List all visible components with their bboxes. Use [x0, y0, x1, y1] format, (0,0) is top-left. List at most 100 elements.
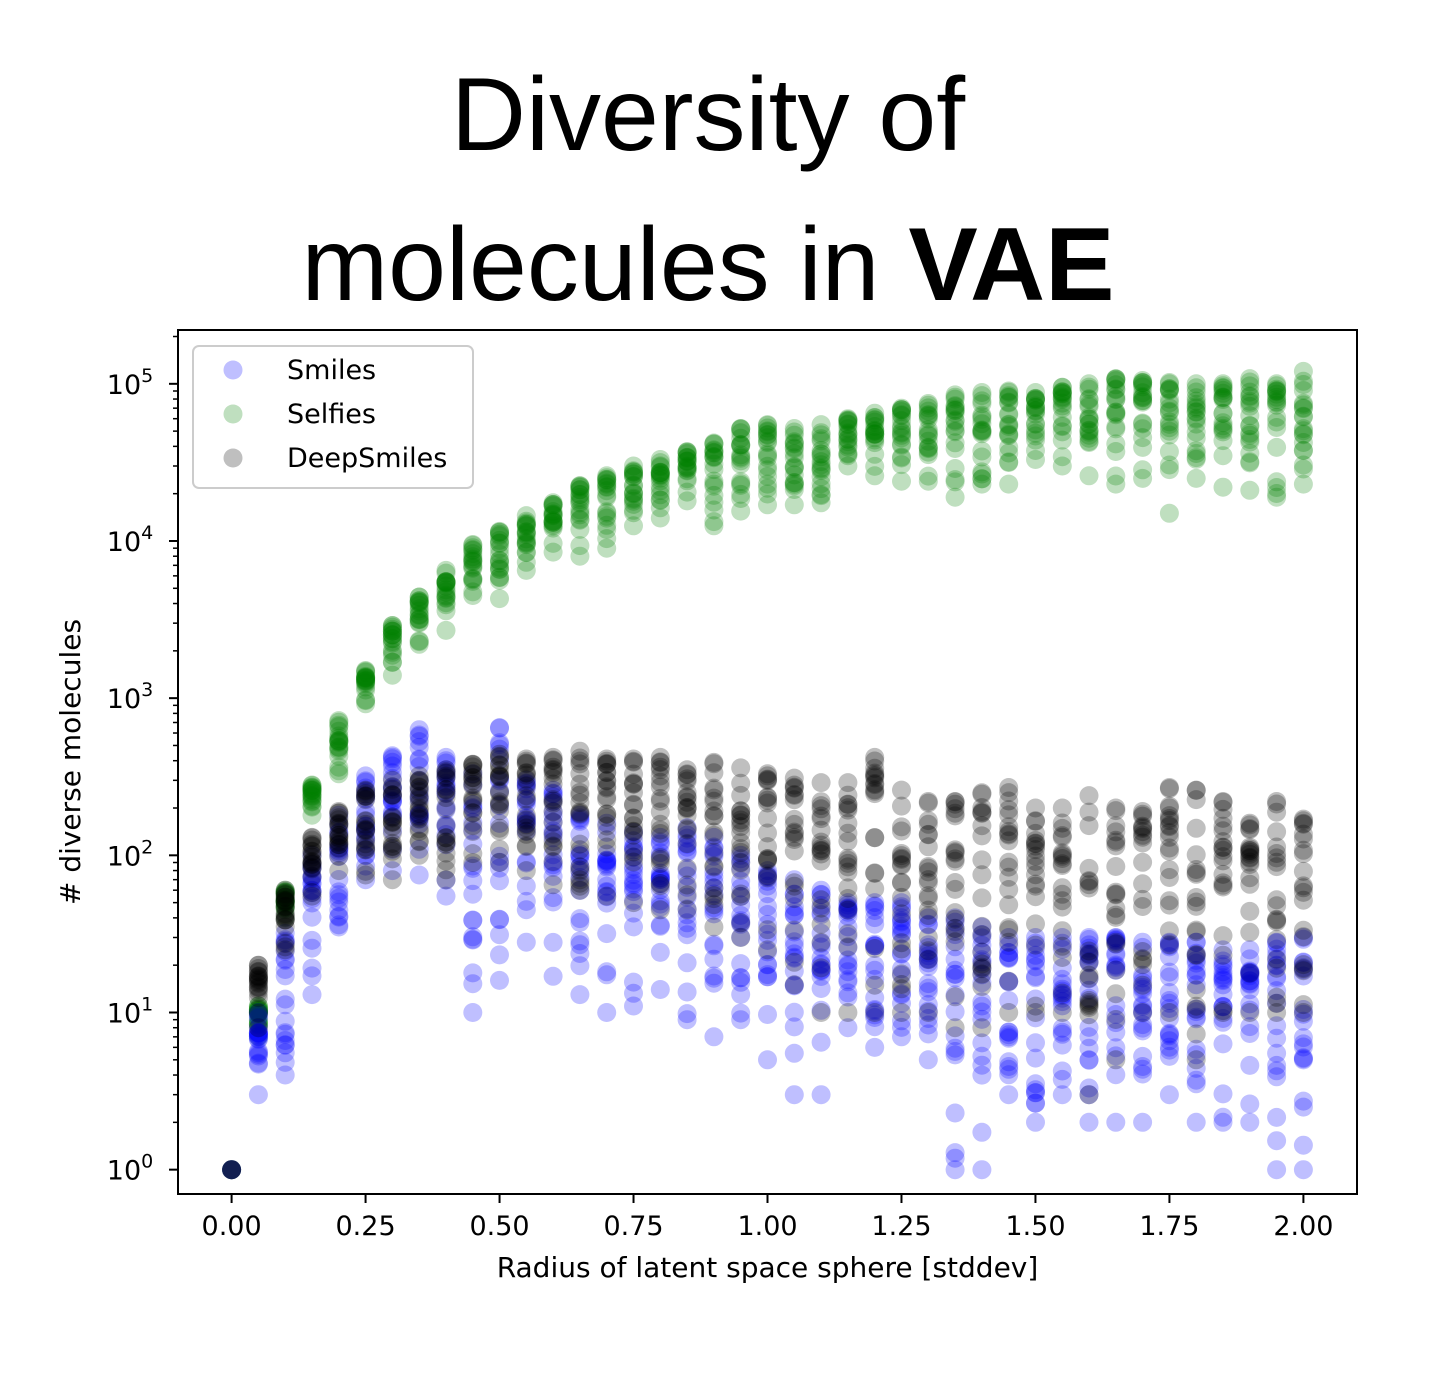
- data-point: [463, 535, 483, 554]
- data-point: [650, 490, 670, 510]
- data-point: [463, 544, 483, 564]
- data-point: [918, 974, 938, 994]
- data-point: [624, 488, 643, 508]
- data-point: [1186, 428, 1206, 448]
- data-point: [838, 425, 858, 445]
- data-point: [382, 747, 402, 767]
- legend-label: Smiles: [287, 355, 376, 386]
- data-point: [490, 852, 509, 872]
- data-point: [677, 451, 697, 471]
- data-point: [838, 435, 858, 455]
- data-point: [1079, 414, 1099, 434]
- data-point: [758, 905, 777, 924]
- data-point: [918, 420, 938, 439]
- data-point: [302, 776, 322, 795]
- data-point: [999, 426, 1019, 445]
- data-point: [811, 425, 831, 445]
- data-point: [838, 1018, 858, 1038]
- data-point: [1293, 1034, 1313, 1054]
- data-point: [1133, 955, 1153, 975]
- data-point: [597, 481, 617, 501]
- data-point: [892, 959, 911, 979]
- data-point: [222, 1160, 242, 1180]
- data-point: [1213, 821, 1233, 841]
- data-point: [999, 1027, 1019, 1047]
- data-point: [677, 458, 697, 478]
- data-point: [1213, 413, 1233, 433]
- data-point: [409, 865, 429, 885]
- data-point: [784, 889, 804, 909]
- data-point: [1026, 951, 1045, 971]
- data-point: [570, 505, 590, 525]
- data-point: [1026, 390, 1045, 410]
- data-point: [1106, 801, 1126, 821]
- data-point: [356, 661, 376, 681]
- data-point: [918, 439, 938, 459]
- data-point: [945, 1026, 965, 1046]
- data-point: [409, 591, 429, 611]
- data-point: [677, 457, 697, 477]
- data-point: [650, 874, 670, 893]
- data-point: [758, 445, 777, 465]
- y-tick-label: 104: [107, 522, 153, 558]
- data-point: [650, 832, 670, 852]
- data-point: [1106, 1050, 1126, 1070]
- data-point: [543, 875, 563, 895]
- data-point: [945, 912, 965, 932]
- data-point: [811, 967, 831, 986]
- data-point: [1026, 933, 1045, 953]
- data-point: [784, 422, 804, 442]
- data-point: [811, 884, 831, 904]
- data-point: [999, 437, 1019, 457]
- data-point: [677, 1010, 697, 1030]
- data-point: [275, 934, 295, 953]
- data-point: [570, 490, 590, 510]
- data-point: [624, 822, 643, 842]
- data-point: [784, 936, 804, 956]
- data-point: [409, 809, 429, 829]
- data-point: [1026, 1083, 1045, 1103]
- data-point: [972, 950, 992, 970]
- data-point: [811, 773, 831, 793]
- data-point: [865, 1037, 885, 1057]
- data-point: [1106, 442, 1126, 461]
- data-point: [409, 770, 429, 790]
- data-point: [570, 536, 590, 556]
- data-point: [597, 470, 617, 490]
- data-point: [382, 629, 402, 649]
- data-point: [704, 900, 724, 920]
- data-point: [302, 781, 322, 801]
- data-point: [999, 452, 1019, 472]
- data-point: [382, 802, 402, 822]
- data-point: [1267, 393, 1287, 413]
- x-tick-label: 0.00: [202, 1211, 262, 1242]
- data-point: [811, 1000, 831, 1020]
- data-point: [1213, 1034, 1233, 1054]
- data-point: [570, 510, 590, 530]
- legend-label: Selfies: [287, 399, 376, 430]
- data-point: [838, 429, 858, 449]
- data-point: [1159, 779, 1179, 799]
- data-point: [624, 864, 643, 884]
- series-selfies: [222, 361, 1313, 1180]
- data-point: [597, 850, 617, 870]
- data-point: [624, 494, 643, 514]
- data-point: [784, 438, 804, 458]
- data-point: [1293, 844, 1313, 864]
- data-point: [275, 910, 295, 930]
- data-point: [865, 863, 885, 883]
- data-point: [490, 530, 509, 550]
- data-point: [945, 1103, 965, 1123]
- data-point: [865, 424, 885, 444]
- data-point: [704, 442, 724, 462]
- data-point: [490, 925, 509, 945]
- data-point: [918, 438, 938, 458]
- data-point: [1186, 402, 1206, 422]
- data-point: [704, 898, 724, 918]
- data-point: [275, 885, 295, 905]
- data-point: [1267, 395, 1287, 415]
- data-point: [1240, 416, 1260, 435]
- data-point: [463, 799, 483, 819]
- data-point: [490, 533, 509, 553]
- data-point: [543, 512, 563, 532]
